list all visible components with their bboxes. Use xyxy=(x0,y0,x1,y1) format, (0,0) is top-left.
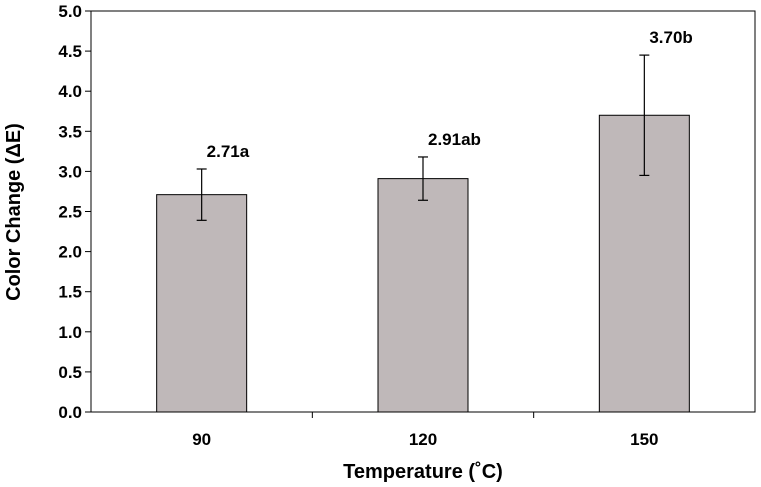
data-label: 2.91ab xyxy=(428,130,481,149)
bar xyxy=(377,178,469,413)
y-axis-ticks: 0.0 0.5 1.0 1.5 2.0 2.5 3.0 3.5 4.0 4.5 5.0 xyxy=(58,2,91,422)
error-bars xyxy=(196,54,650,221)
y-tick-label: 2.0 xyxy=(58,243,82,262)
bar xyxy=(156,194,248,413)
y-tick-label: 5.0 xyxy=(58,2,82,21)
y-tick-label: 4.0 xyxy=(58,82,82,101)
bars xyxy=(156,114,690,413)
y-tick-label: 2.5 xyxy=(58,203,82,222)
data-label: 2.71a xyxy=(207,142,250,161)
y-tick-label: 1.5 xyxy=(58,283,82,302)
y-tick-label: 0.5 xyxy=(58,363,82,382)
y-tick-label: 4.5 xyxy=(58,42,82,61)
y-tick-label: 0.0 xyxy=(58,403,82,422)
y-tick-label: 1.0 xyxy=(58,323,82,342)
x-axis-title: Temperature (˚C) xyxy=(343,460,503,483)
x-tick-label: 120 xyxy=(409,430,437,449)
plot-frame xyxy=(90,10,756,413)
y-tick-label: 3.5 xyxy=(58,122,82,141)
x-tick-label: 90 xyxy=(192,430,211,449)
y-tick-label: 3.0 xyxy=(58,162,82,181)
y-axis-title: Color Change (ΔE) xyxy=(3,123,25,301)
x-axis-ticks: 90 120 150 xyxy=(192,412,659,449)
data-labels: 2.71a 2.91ab 3.70b xyxy=(207,28,693,161)
data-label: 3.70b xyxy=(649,28,692,47)
x-tick-label: 150 xyxy=(630,430,658,449)
